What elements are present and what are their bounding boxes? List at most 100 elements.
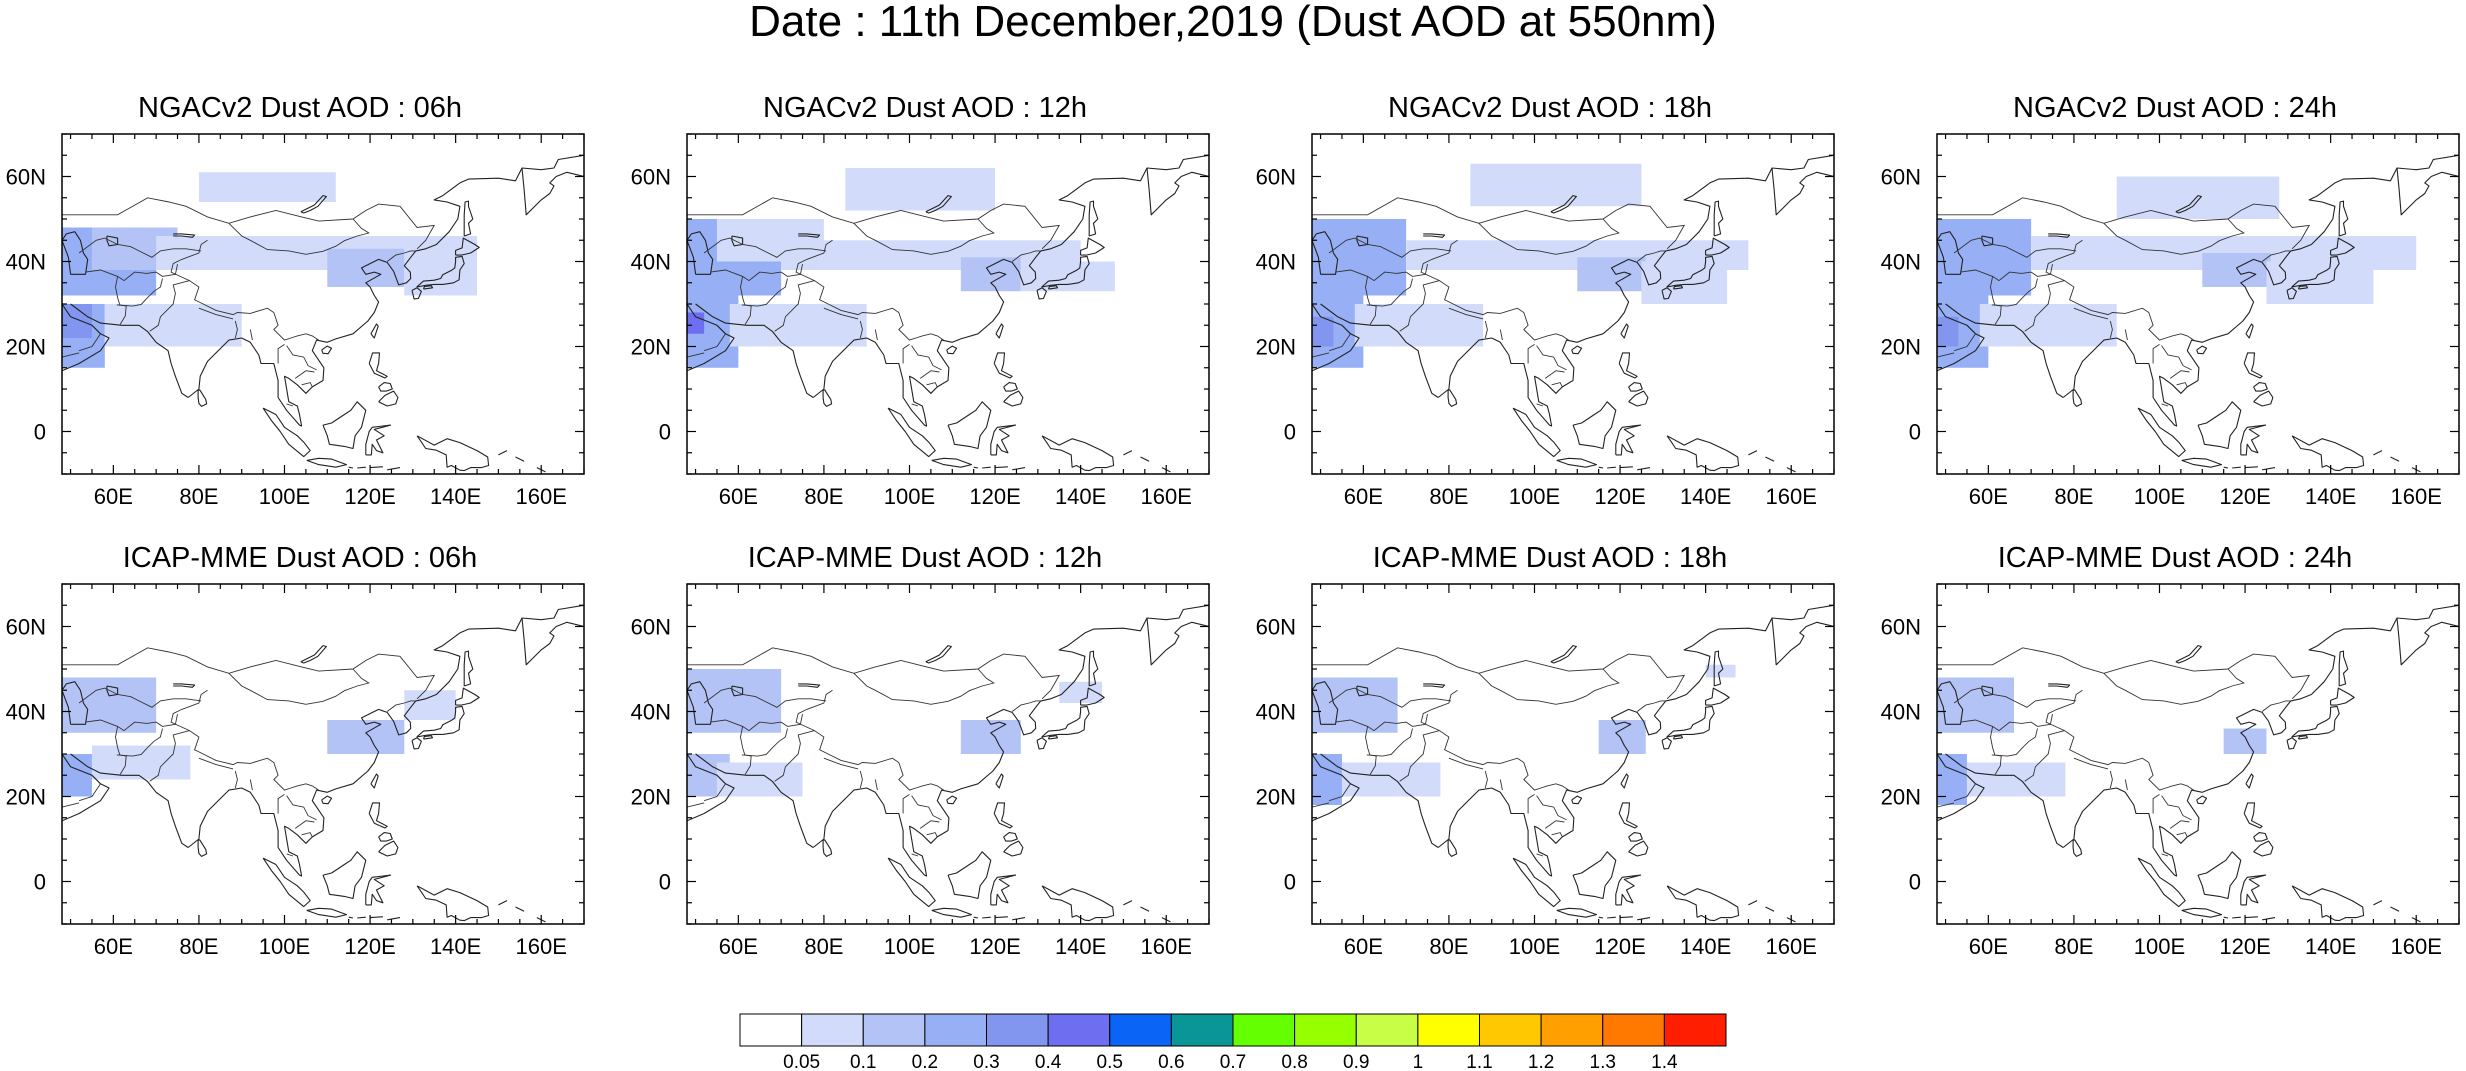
lon-tick-label: 140E: [2305, 934, 2356, 959]
lon-tick-label: 160E: [1766, 934, 1817, 959]
dust-aod-field: [1937, 176, 2417, 368]
lon-tick-label: 80E: [2054, 934, 2093, 959]
lat-tick-label: 0: [1909, 870, 1921, 895]
country-borders: [62, 647, 436, 857]
colorbar-swatch: [1602, 1013, 1665, 1047]
dust-cell: [1577, 257, 1646, 292]
lon-tick-label: 120E: [969, 934, 1020, 959]
lat-tick-label: 40N: [1881, 700, 1921, 725]
panel-title: NGACv2 Dust AOD : 24h: [2013, 92, 2337, 124]
lat-tick-label: 40N: [1256, 250, 1296, 275]
lon-tick-label: 100E: [2134, 484, 2185, 509]
lon-tick-label: 160E: [2391, 484, 2442, 509]
lon-tick-label: 140E: [1055, 934, 1106, 959]
dust-aod-map: 60E 80E 100E 120E 140E 160E 0 20N 40N 60N: [1881, 133, 2460, 509]
lon-tick-label: 100E: [884, 934, 935, 959]
lon-tick-label: 120E: [969, 484, 1020, 509]
lon-tick-label: 60E: [94, 484, 133, 509]
lon-tick-label: 100E: [884, 484, 935, 509]
colorbar-swatch: [1540, 1013, 1604, 1047]
colorbar-level-label: 0.6: [1158, 1052, 1184, 1071]
lat-tick-label: 60N: [1881, 615, 1921, 640]
lon-tick-label: 100E: [259, 934, 310, 959]
lon-tick-label: 120E: [344, 934, 395, 959]
country-borders: [687, 647, 1061, 857]
lon-tick-label: 60E: [719, 484, 758, 509]
lon-tick-label: 160E: [1141, 934, 1192, 959]
dust-cell: [1937, 677, 2015, 733]
map-panel-ngacv2-24h: NGACv2 Dust AOD : 24h 60E 80E 100E 120E 140E…: [1881, 90, 2465, 550]
dust-cell: [2266, 261, 2374, 304]
map-panel-ngacv2-12h: NGACv2 Dust AOD : 12h 60E 80E 100E 120E 140E…: [631, 90, 1215, 550]
panel-title: ICAP-MME Dust AOD : 18h: [1372, 542, 1728, 574]
map-panel-ngacv2-06h: NGACv2 Dust AOD : 06h 60E 80E 100E 120E 140E…: [6, 90, 590, 550]
colorbar-level-label: 0.05: [783, 1052, 820, 1071]
dust-cell: [716, 762, 803, 797]
panel-title: NGACv2 Dust AOD : 18h: [1388, 92, 1712, 124]
lon-tick-label: 100E: [1509, 934, 1560, 959]
dust-cell: [1312, 219, 1407, 296]
dust-aod-field: [62, 677, 456, 797]
colorbar-level-label: 0.4: [1035, 1052, 1062, 1071]
colorbar-swatch: [862, 1013, 926, 1047]
lon-tick-label: 60E: [1344, 934, 1383, 959]
lat-tick-label: 60N: [1256, 615, 1296, 640]
dust-cell: [1937, 219, 2032, 296]
colorbar-swatch: [1170, 1013, 1234, 1047]
dust-aod-map: 60E 80E 100E 120E 140E 160E 0 20N 40N 60N: [1881, 583, 2460, 959]
country-borders: [1937, 197, 2311, 407]
colorbar-level-label: 0.3: [973, 1052, 999, 1071]
lat-tick-label: 0: [1284, 420, 1296, 445]
coastlines: [62, 154, 584, 473]
lon-tick-label: 80E: [179, 934, 218, 959]
coastlines: [1937, 604, 2459, 923]
dust-cell: [91, 745, 191, 780]
lat-tick-label: 60N: [1256, 165, 1296, 190]
lon-tick-label: 60E: [94, 934, 133, 959]
map-frame: [1936, 583, 2460, 925]
lon-tick-label: 140E: [2305, 484, 2356, 509]
dust-aod-field: [62, 172, 478, 368]
dust-aod-map: 60E 80E 100E 120E 140E 160E 0 20N 40N 60N: [631, 583, 1210, 959]
panel-title: ICAP-MME Dust AOD : 06h: [122, 542, 478, 574]
dust-aod-map: 60E 80E 100E 120E 140E 160E 0 20N 40N 60N: [6, 583, 585, 959]
colorbar-level-label: 0.9: [1343, 1052, 1369, 1071]
dust-aod-map: 60E 80E 100E 120E 140E 160E 0 20N 40N 60N: [1256, 583, 1835, 959]
coastlines: [1312, 154, 1834, 473]
colorbar-level-label: 1.3: [1590, 1052, 1616, 1071]
dust-cell: [327, 720, 405, 754]
coastlines: [687, 154, 1209, 473]
lat-tick-label: 0: [1284, 870, 1296, 895]
dust-cell: [1312, 316, 1334, 347]
lat-tick-label: 20N: [1256, 785, 1296, 810]
dust-aod-field: [1312, 163, 1749, 368]
colorbar-level-label: 0.1: [850, 1052, 876, 1071]
lat-tick-label: 60N: [631, 615, 671, 640]
lon-tick-label: 120E: [2219, 484, 2270, 509]
lat-tick-label: 60N: [6, 165, 46, 190]
dust-cell: [198, 172, 336, 202]
lon-tick-label: 100E: [259, 484, 310, 509]
colorbar-swatch: [1663, 1013, 1727, 1047]
panel-title: ICAP-MME Dust AOD : 24h: [1997, 542, 2353, 574]
dust-aod-field: [687, 168, 1115, 368]
lon-tick-label: 140E: [1055, 484, 1106, 509]
lat-tick-label: 20N: [1256, 335, 1296, 360]
lat-tick-label: 60N: [1881, 165, 1921, 190]
lon-tick-label: 140E: [430, 484, 481, 509]
lat-tick-label: 20N: [1881, 785, 1921, 810]
colorbar-level-label: 0.7: [1220, 1052, 1246, 1071]
map-panel-icap-mme-12h: ICAP-MME Dust AOD : 12h 60E 80E 100E 120E 14…: [631, 540, 1215, 1000]
lat-tick-label: 40N: [1881, 250, 1921, 275]
lon-tick-label: 80E: [1429, 934, 1468, 959]
dust-cell: [687, 669, 782, 733]
country-borders: [1312, 197, 1686, 407]
lon-tick-label: 60E: [1969, 484, 2008, 509]
lon-tick-label: 80E: [179, 484, 218, 509]
dust-cell: [1641, 261, 1728, 304]
colorbar-swatch: [924, 1013, 987, 1047]
map-frame: [1311, 583, 1835, 925]
dust-cell: [960, 720, 1021, 754]
lon-tick-label: 160E: [1766, 484, 1817, 509]
colorbar-level-label: 1: [1413, 1052, 1424, 1071]
